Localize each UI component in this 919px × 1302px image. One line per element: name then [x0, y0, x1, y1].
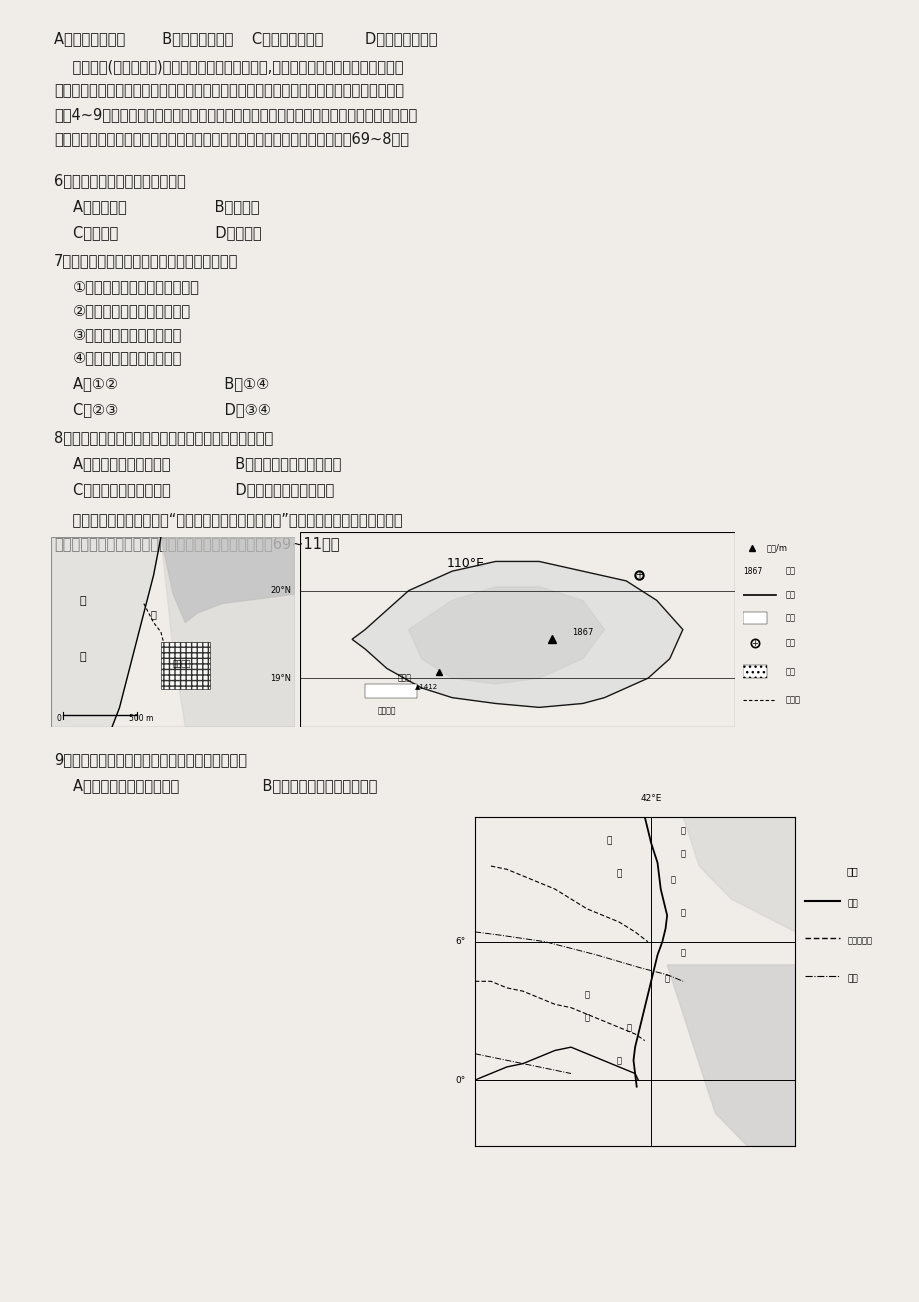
Text: 尖峰岭旅游。下图示意菺歌海镇及灾峰岭位置。据此完戕69~11题。: 尖峰岭旅游。下图示意菺歌海镇及灾峰岭位置。据此完戕69~11题。 [54, 536, 339, 551]
Text: C．②③                       D．③④: C．②③ D．③④ [73, 402, 271, 418]
Text: 现在4~9月。在特大洪水年份可与朱巴河汇流，注入印度洋。由于下游河床较高，在干旱年: 现在4~9月。在特大洪水年份可与朱巴河汇流，注入印度洋。由于下游河床较高，在干旱… [54, 107, 417, 122]
Text: 6．谢贝利河上游水汽主要来自于: 6．谢贝利河上游水汽主要来自于 [54, 173, 186, 187]
Text: ④中游落差大，水流速度快: ④中游落差大，水流速度快 [73, 350, 182, 366]
Text: A．地壳抬升，河床升高              B．岩性坝硬，侵蚀作用弱: A．地壳抬升，河床升高 B．岩性坝硬，侵蚀作用弱 [73, 457, 341, 471]
Text: 小明同学某月来到被誉为“中国最美晩霞与落日观赏地”的海南岛菺歌海镇及其附近的: 小明同学某月来到被誉为“中国最美晩霞与落日观赏地”的海南岛菺歌海镇及其附近的 [54, 512, 403, 527]
Text: 9．菺歌海镇附近盐田分布面积广的主要原因包括: 9．菺歌海镇附近盐田分布面积广的主要原因包括 [54, 751, 246, 767]
Text: A．位于背风坡，晴天较多                  B．沿岘暖流流经，增温增湿: A．位于背风坡，晴天较多 B．沿岘暖流流经，增温增湿 [73, 777, 377, 793]
Text: 110°E: 110°E [446, 557, 483, 570]
Text: ③经济活动发达，用水量大: ③经济活动发达，用水量大 [73, 327, 182, 341]
Text: 8．谢贝利河与朱巴河汇流处东北部河床高的原因主要是: 8．谢贝利河与朱巴河汇流处东北部河床高的原因主要是 [54, 431, 273, 445]
Text: 份，谢贝利河消失在与朱巴河汇流处东北面的一系列沼泽和沙滩中。据此完戕69~8题。: 份，谢贝利河消失在与朱巴河汇流处东北面的一系列沼泽和沙滩中。据此完戕69~8题。 [54, 132, 409, 146]
Text: 原、平原。谢贝利河支流主要在上游，中游支流多为季节性河流。河流上游地区最大流量出: 原、平原。谢贝利河支流主要在上游，中游支流多为季节性河流。河流上游地区最大流量出 [54, 83, 403, 98]
Text: C．印度洋                     D．大西洋: C．印度洋 D．大西洋 [73, 225, 262, 240]
Text: ①降水干湿季明显，流量不稳定: ①降水干湿季明显，流量不稳定 [73, 279, 199, 294]
Text: 谢贝利河(位置见下图)发源于埃塞俄比亚高原山地,其上、中、下游分别流经山地、高: 谢贝利河(位置见下图)发源于埃塞俄比亚高原山地,其上、中、下游分别流经山地、高 [54, 60, 403, 74]
Text: C．海潮顶托，海沙淤积              D．地势低平，泥沙淤积: C．海潮顶托，海沙淤积 D．地势低平，泥沙淤积 [73, 482, 334, 497]
Text: A．①②                       B．①④: A．①② B．①④ [73, 376, 269, 392]
Text: ②支流汇水面积小，补给量小: ②支流汇水面积小，补给量小 [73, 303, 191, 318]
Text: 7．谢贝利河中游支流多为季节性河流的原因有: 7．谢贝利河中游支流多为季节性河流的原因有 [54, 253, 238, 268]
Text: A．交通运输不便        B．人口密度较低    C．售后服务欠缺         D．市场竞争激烈: A．交通运输不便 B．人口密度较低 C．售后服务欠缺 D．市场竞争激烈 [54, 31, 437, 47]
Text: A．植被譋腾                   B．地中海: A．植被譋腾 B．地中海 [73, 199, 259, 214]
